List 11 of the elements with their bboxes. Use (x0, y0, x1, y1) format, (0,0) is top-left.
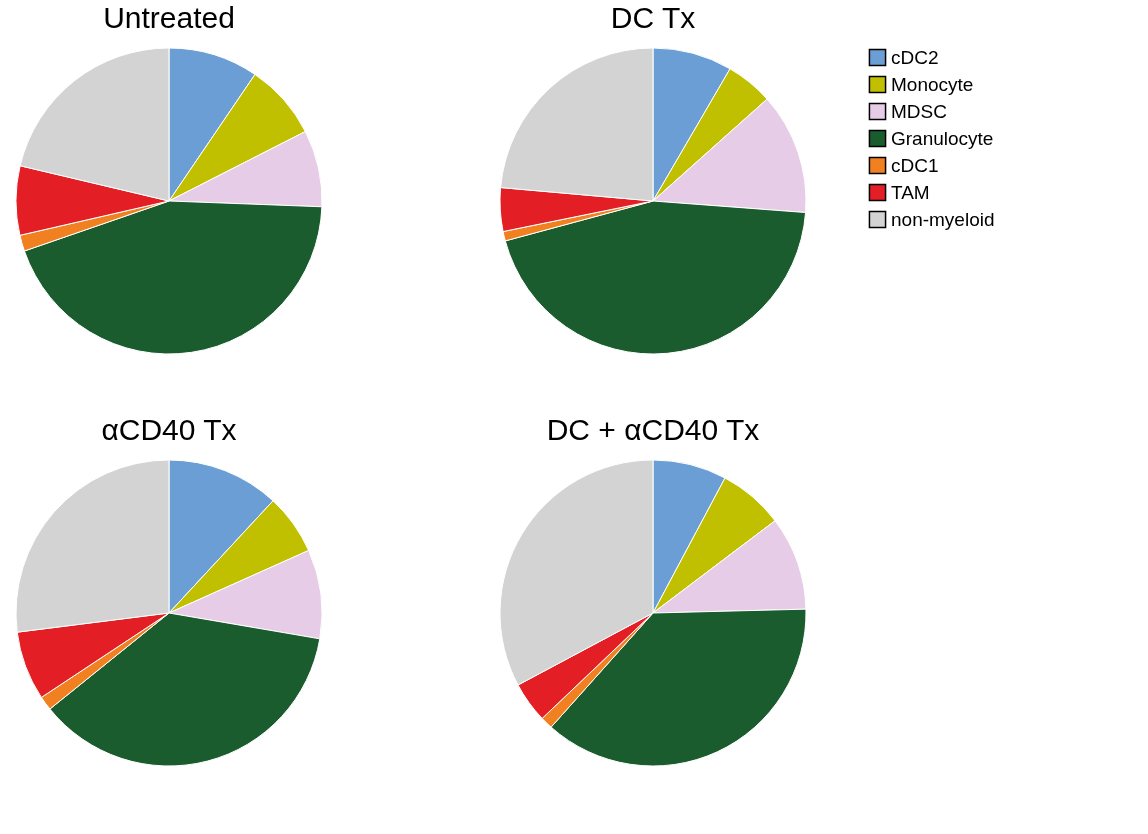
legend-label: MDSC (891, 100, 947, 122)
legend-label: non-myeloid (891, 208, 995, 230)
legend-label: cDC2 (891, 46, 939, 68)
legend-label: cDC1 (891, 154, 939, 176)
legend-label: Monocyte (891, 73, 974, 95)
legend-label: Granulocyte (891, 127, 994, 149)
chart-title: DC + αCD40 Tx (546, 413, 760, 446)
chart-title: Untreated (103, 1, 235, 34)
chart-title: αCD40 Tx (101, 413, 237, 446)
legend-label: TAM (891, 181, 930, 203)
chart-title: DC Tx (610, 1, 696, 34)
